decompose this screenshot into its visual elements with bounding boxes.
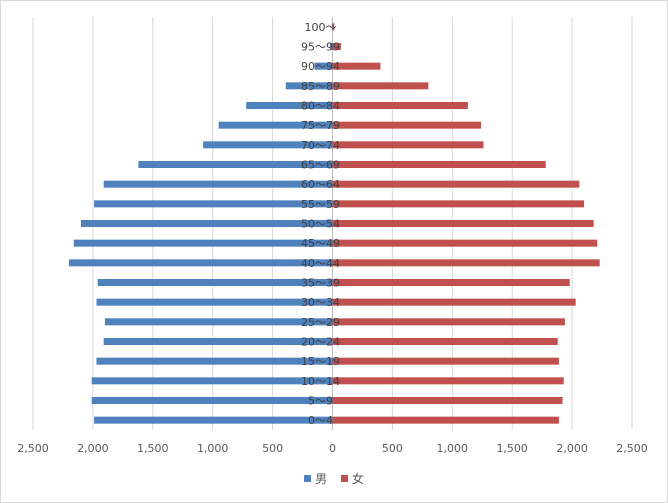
x-tick-label: 500 [382, 442, 403, 455]
bar-female [332, 220, 594, 227]
bar-male [138, 161, 333, 168]
x-tick-label: 1,500 [137, 442, 169, 455]
bar-male [104, 318, 333, 326]
bar-female [332, 416, 559, 424]
legend-item-female: 女 [340, 470, 364, 487]
bar-male [91, 397, 333, 404]
bar-male [94, 416, 333, 424]
x-axis-ticks: 2,500 2,000 1,500 1,000 500 0 500 1,000 1,500 2,0… [17, 442, 648, 455]
bar-male [314, 62, 333, 70]
x-tick-label: 1,000 [437, 442, 469, 455]
bar-male [96, 357, 333, 365]
bar-male [203, 141, 333, 149]
bar-male [97, 279, 333, 286]
bar-male [73, 239, 333, 247]
category-label: 35～39 [301, 277, 340, 290]
bar-female [332, 318, 565, 326]
bars [68, 23, 600, 424]
x-tick-label: 2,500 [616, 442, 648, 455]
category-label: 95～99 [301, 41, 340, 54]
legend: 男 女 [0, 470, 668, 487]
x-tick-label: 1,500 [496, 442, 528, 455]
legend-swatch-female [340, 475, 348, 482]
bar-female [332, 141, 484, 149]
category-label: 5～9 [308, 395, 333, 408]
bar-female [332, 62, 381, 70]
category-label: 0～4 [308, 414, 333, 427]
bar-male [96, 298, 333, 306]
category-label: 45～49 [301, 237, 340, 250]
bar-female [332, 43, 341, 50]
bar-male [68, 259, 333, 267]
x-tick-label: 2,000 [77, 442, 109, 455]
bar-female [332, 338, 558, 345]
bar-female [332, 239, 598, 247]
category-label: 90～94 [301, 60, 340, 73]
bar-male [91, 377, 333, 385]
category-label: 75～79 [301, 119, 340, 132]
category-label: 40～44 [301, 257, 340, 270]
legend-swatch-male [304, 475, 312, 482]
bar-female [332, 279, 570, 286]
bar-female [332, 121, 482, 129]
category-label: 65～69 [301, 159, 340, 172]
category-label: 55～59 [301, 198, 340, 211]
bar-male [103, 180, 333, 188]
bar-male [94, 200, 333, 208]
bar-male [285, 82, 333, 90]
legend-label-female: 女 [351, 472, 364, 486]
legend-label-male: 男 [315, 472, 328, 486]
bar-male [331, 23, 333, 31]
bar-male [103, 338, 333, 345]
bar-female [332, 200, 585, 208]
legend-item-male: 男 [304, 470, 327, 487]
bar-female [332, 377, 564, 385]
bar-male [80, 220, 333, 227]
category-label: 60～64 [301, 178, 340, 191]
bar-female [332, 397, 563, 404]
bar-male [218, 121, 333, 129]
bar-female [332, 23, 335, 31]
x-tick-label: 0 [329, 442, 336, 455]
category-label: 50～54 [301, 218, 340, 231]
category-label: 100～ [305, 21, 337, 34]
bar-female [332, 357, 559, 365]
bar-female [332, 102, 468, 109]
bar-female [332, 82, 429, 90]
bar-female [332, 259, 600, 267]
x-tick-label: 500 [262, 442, 283, 455]
bar-female [332, 161, 546, 168]
category-label: 15～19 [301, 355, 340, 368]
bar-male [330, 43, 333, 50]
category-label: 20～24 [301, 336, 340, 349]
category-label: 80～84 [301, 100, 340, 113]
category-labels: 0～4 5～9 10～14 15～19 20～24 25～29 30～34 35～39 40～4… [301, 21, 340, 427]
bar-male [246, 102, 333, 109]
category-label: 85～89 [301, 80, 340, 93]
bar-female [332, 180, 580, 188]
category-label: 25～29 [301, 316, 340, 329]
x-tick-label: 1,000 [197, 442, 229, 455]
category-label: 30～34 [301, 296, 340, 309]
x-tick-label: 2,000 [556, 442, 588, 455]
x-tick-label: 2,500 [17, 442, 49, 455]
bar-female [332, 298, 576, 306]
category-label: 10～14 [301, 375, 340, 388]
category-label: 70～74 [301, 139, 340, 152]
